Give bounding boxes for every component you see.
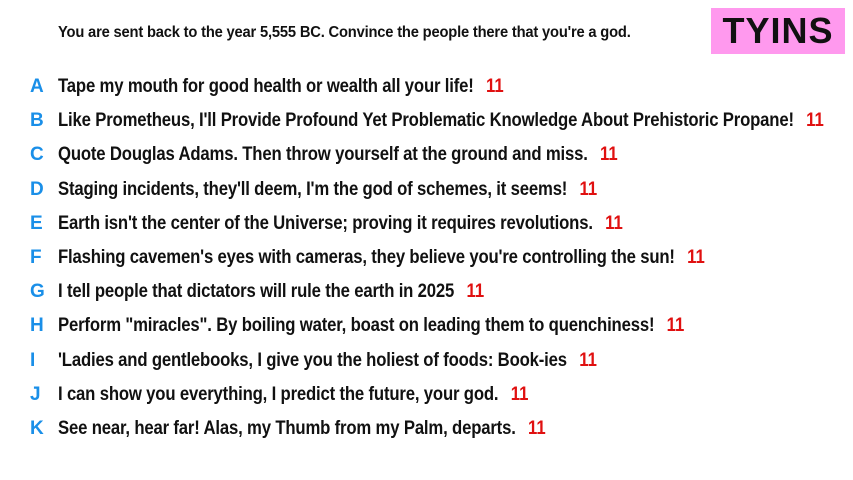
answer-letter: F	[30, 247, 42, 269]
answer-score: 11	[687, 247, 705, 269]
answer-list: A Tape my mouth for good health or wealt…	[0, 70, 853, 446]
answer-row-a[interactable]: A Tape my mouth for good health or wealt…	[0, 70, 853, 104]
answer-letter: A	[30, 76, 44, 98]
answer-letter: I	[30, 349, 36, 371]
answer-row-g[interactable]: G I tell people that dictators will rule…	[0, 275, 853, 309]
answer-text: 'Ladies and gentlebooks, I give you the …	[58, 349, 567, 371]
answer-text: I can show you everything, I predict the…	[58, 383, 499, 405]
answer-letter: C	[30, 144, 44, 166]
answer-row-e[interactable]: E Earth isn't the center of the Universe…	[0, 207, 853, 241]
answer-text: Quote Douglas Adams. Then throw yourself…	[58, 144, 588, 166]
answer-letter: E	[30, 212, 43, 234]
answer-letter: H	[30, 315, 44, 337]
answer-score: 11	[600, 144, 618, 166]
answer-letter: D	[30, 178, 44, 200]
answer-row-h[interactable]: H Perform "miracles". By boiling water, …	[0, 309, 853, 343]
answer-letter: K	[30, 417, 44, 439]
answer-letter: G	[30, 281, 45, 303]
answer-score: 11	[579, 349, 597, 371]
answer-text: Perform "miracles". By boiling water, bo…	[58, 315, 655, 337]
answer-text: Earth isn't the center of the Universe; …	[58, 212, 593, 234]
answer-score: 11	[666, 315, 685, 337]
answer-score: 11	[806, 110, 824, 132]
answer-row-j[interactable]: J I can show you everything, I predict t…	[0, 378, 853, 412]
answer-text: Flashing cavemen's eyes with cameras, th…	[58, 247, 675, 269]
answer-row-b[interactable]: B Like Prometheus, I'll Provide Profound…	[0, 104, 853, 138]
answer-text: See near, hear far! Alas, my Thumb from …	[58, 417, 516, 439]
answer-score: 11	[466, 281, 485, 303]
answer-score: 11	[579, 178, 598, 200]
answer-row-d[interactable]: D Staging incidents, they'll deem, I'm t…	[0, 173, 853, 207]
answer-text: Tape my mouth for good health or wealth …	[58, 76, 474, 98]
answer-text: Like Prometheus, I'll Provide Profound Y…	[58, 110, 794, 132]
logo: TYINS	[711, 8, 845, 54]
answer-score: 11	[605, 212, 623, 234]
answer-text: I tell people that dictators will rule t…	[58, 281, 455, 303]
answer-letter: B	[30, 110, 44, 132]
answer-row-i[interactable]: I 'Ladies and gentlebooks, I give you th…	[0, 344, 853, 378]
answer-row-k[interactable]: K See near, hear far! Alas, my Thumb fro…	[0, 412, 853, 446]
answer-letter: J	[30, 383, 41, 405]
answer-row-c[interactable]: C Quote Douglas Adams. Then throw yourse…	[0, 138, 853, 172]
question-prompt: You are sent back to the year 5,555 BC. …	[58, 24, 631, 41]
answer-score: 11	[510, 383, 529, 405]
answer-score: 11	[485, 76, 504, 98]
answer-score: 11	[528, 417, 546, 439]
answer-text: Staging incidents, they'll deem, I'm the…	[58, 178, 568, 200]
answer-row-f[interactable]: F Flashing cavemen's eyes with cameras, …	[0, 241, 853, 275]
